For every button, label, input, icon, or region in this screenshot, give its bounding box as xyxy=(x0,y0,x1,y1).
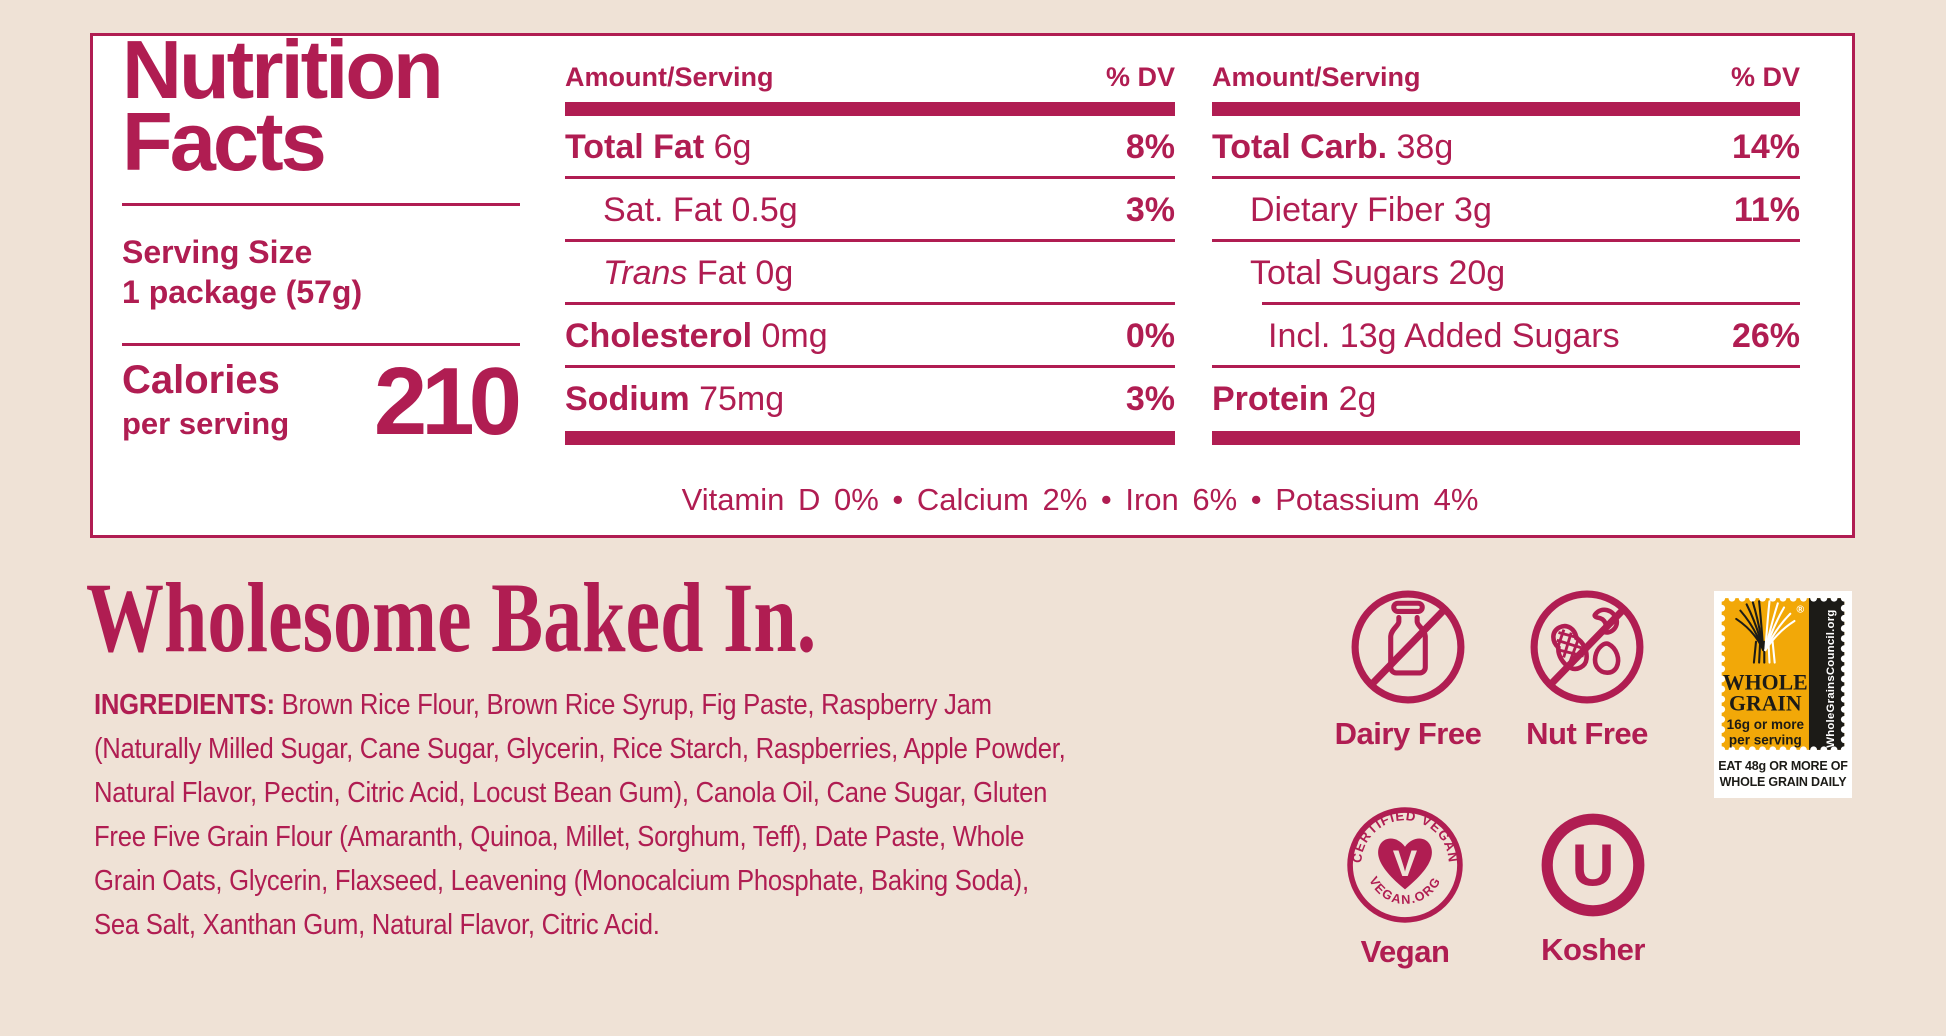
whole-grain-stamp: ® WHOLE GRAIN 16g or more per serving Wh… xyxy=(1714,591,1852,798)
stamp-amount-line1: 16g or more xyxy=(1727,717,1805,732)
thin-rule xyxy=(565,365,1175,368)
nutrient-name: Sodium 75mg xyxy=(565,380,785,418)
thick-rule xyxy=(1212,102,1800,116)
vegan-v-letter: V xyxy=(1393,843,1418,884)
thin-rule xyxy=(565,176,1175,179)
nutrient-row: Sodium 75mg 3% xyxy=(565,368,1175,431)
heart-icon xyxy=(1378,838,1432,890)
stamp-footer: EAT 48g OR MORE OF WHOLE GRAIN DAILY xyxy=(1718,758,1848,791)
thin-rule xyxy=(565,239,1175,242)
dairy-free-label: Dairy Free xyxy=(1334,716,1482,751)
kosher-u-letter: U xyxy=(1572,832,1615,898)
title-line-2: Facts xyxy=(122,95,327,189)
stamp-perforations xyxy=(1718,594,1848,754)
dairy-free-badge: Dairy Free xyxy=(1318,588,1498,752)
nutrient-name: Total Fat 6g xyxy=(565,128,752,166)
nutrient-name: Trans Fat 0g xyxy=(603,254,794,292)
nutrient-row: Incl. 13g Added Sugars 26% xyxy=(1212,305,1800,368)
nutrient-row: Cholesterol 0mg 0% xyxy=(565,305,1175,368)
nutrient-dv-value: 8% xyxy=(1125,128,1175,166)
stamp-amount-line2: per serving xyxy=(1729,733,1802,748)
thin-rule xyxy=(1212,239,1800,242)
nutrient-dv-value: 26% xyxy=(1731,317,1800,355)
nutrient-rows: Total Fat 6g 8% Sat. Fat 0.5g 3% Trans Fat 0… xyxy=(565,116,1175,431)
thin-rule xyxy=(1212,365,1800,368)
serving-size-value: 1 package (57g) xyxy=(122,274,363,310)
kosher-ou-icon: U xyxy=(1541,813,1645,917)
calories-sublabel: per serving xyxy=(122,406,290,441)
nutrient-name: Total Sugars 20g xyxy=(1250,254,1506,292)
micronutrients-line: Vitamin D 0% • Calcium 2% • Iron 6% • Po… xyxy=(681,482,1479,517)
nut-free-badge: Nut Free xyxy=(1497,588,1677,752)
thick-rule xyxy=(565,102,1175,116)
thick-rule xyxy=(565,431,1175,445)
nutrient-row: Trans Fat 0g xyxy=(565,242,1175,305)
divider-rule xyxy=(122,343,520,346)
nutrient-name: Total Carb. 38g xyxy=(1212,128,1454,166)
tagline: Wholesome Baked In. xyxy=(86,562,817,673)
kosher-badge: U Kosher xyxy=(1503,808,1683,968)
percent-dv-header: % DV xyxy=(1730,61,1800,92)
nutrient-row: Dietary Fiber 3g 11% xyxy=(1212,179,1800,242)
nutrient-column-2: Amount/Serving % DV Total Carb. 38g 14% Di… xyxy=(1212,52,1800,445)
nutrition-facts-left-block: Nutrition Facts Serving Size 1 package (… xyxy=(122,23,522,535)
nutrient-column-1: Amount/Serving % DV Total Fat 6g 8% Sat. F… xyxy=(565,52,1175,445)
ingredients-label: INGREDIENTS: xyxy=(94,689,275,721)
certified-vegan-seal-icon: CERTIFIED VEGAN VEGAN.ORG V xyxy=(1347,807,1463,923)
nutrient-row: Protein 2g xyxy=(1212,368,1800,431)
thin-rule xyxy=(565,302,1175,305)
nutrient-dv-value: 11% xyxy=(1733,191,1800,229)
nutrient-row: Total Fat 6g 8% xyxy=(565,116,1175,179)
nutrient-row: Total Sugars 20g xyxy=(1212,242,1800,305)
nutrient-name: Sat. Fat 0.5g xyxy=(603,191,798,229)
nutrition-facts-title: Nutrition Facts xyxy=(122,23,444,189)
registered-mark: ® xyxy=(1797,605,1805,616)
nutrient-name: Dietary Fiber 3g xyxy=(1250,191,1492,229)
nutrient-name: Cholesterol 0mg xyxy=(565,317,828,355)
ingredients-paragraph: INGREDIENTS: Brown Rice Flour, Brown Ric… xyxy=(94,684,1068,948)
thin-rule xyxy=(1212,176,1800,179)
vegan-label: Vegan xyxy=(1360,934,1450,969)
ingredients-text: Brown Rice Flour, Brown Rice Syrup, Fig … xyxy=(94,689,1066,941)
calories-value: 210 xyxy=(373,348,522,455)
vegan-badge: CERTIFIED VEGAN VEGAN.ORG V Vegan xyxy=(1315,806,1495,970)
nutrient-name: Incl. 13g Added Sugars xyxy=(1268,317,1620,355)
nutrient-rows: Total Carb. 38g 14% Dietary Fiber 3g 11% Tot… xyxy=(1212,116,1800,431)
nut-free-label: Nut Free xyxy=(1526,716,1648,751)
serving-size-label: Serving Size xyxy=(122,234,313,270)
percent-dv-header: % DV xyxy=(1105,61,1175,92)
nutrient-row: Total Carb. 38g 14% xyxy=(1212,116,1800,179)
nutrient-dv-value: 3% xyxy=(1125,380,1175,418)
stamp-title-line1: WHOLE xyxy=(1723,671,1808,695)
nutrition-facts-panel: Nutrition Facts Serving Size 1 package (… xyxy=(90,23,1855,538)
nutrient-dv-value: 3% xyxy=(1125,191,1175,229)
column-header: Amount/Serving % DV xyxy=(565,52,1175,102)
nutrient-dv-value: 14% xyxy=(1731,128,1800,166)
thick-rule xyxy=(1212,431,1800,445)
nutrient-dv-value: 0% xyxy=(1125,317,1175,355)
nutrient-row: Sat. Fat 0.5g 3% xyxy=(565,179,1175,242)
column-header: Amount/Serving % DV xyxy=(1212,52,1800,102)
amount-per-serving-header: Amount/Serving xyxy=(1212,61,1421,92)
nutrient-name: Protein 2g xyxy=(1212,380,1377,418)
dairy-free-icon xyxy=(1351,590,1465,704)
calories-label: Calories xyxy=(122,358,280,402)
thin-rule xyxy=(1262,302,1800,305)
stamp-footer-line2: WHOLE GRAIN DAILY xyxy=(1719,775,1847,790)
title-line-1: Nutrition xyxy=(122,23,444,116)
stamp-side-text: WholeGrainsCouncil.org xyxy=(1825,609,1837,747)
stamp-footer-line1: EAT 48g OR MORE OF xyxy=(1718,759,1848,773)
amount-per-serving-header: Amount/Serving xyxy=(565,61,774,92)
divider-rule xyxy=(122,203,520,206)
kosher-label: Kosher xyxy=(1541,932,1645,967)
whole-grain-stamp-icon: ® WHOLE GRAIN 16g or more per serving Wh… xyxy=(1717,594,1849,754)
nut-free-icon xyxy=(1530,590,1644,704)
stamp-title-line2: GRAIN xyxy=(1729,691,1802,715)
wheat-sheaf-icon xyxy=(1735,600,1796,664)
